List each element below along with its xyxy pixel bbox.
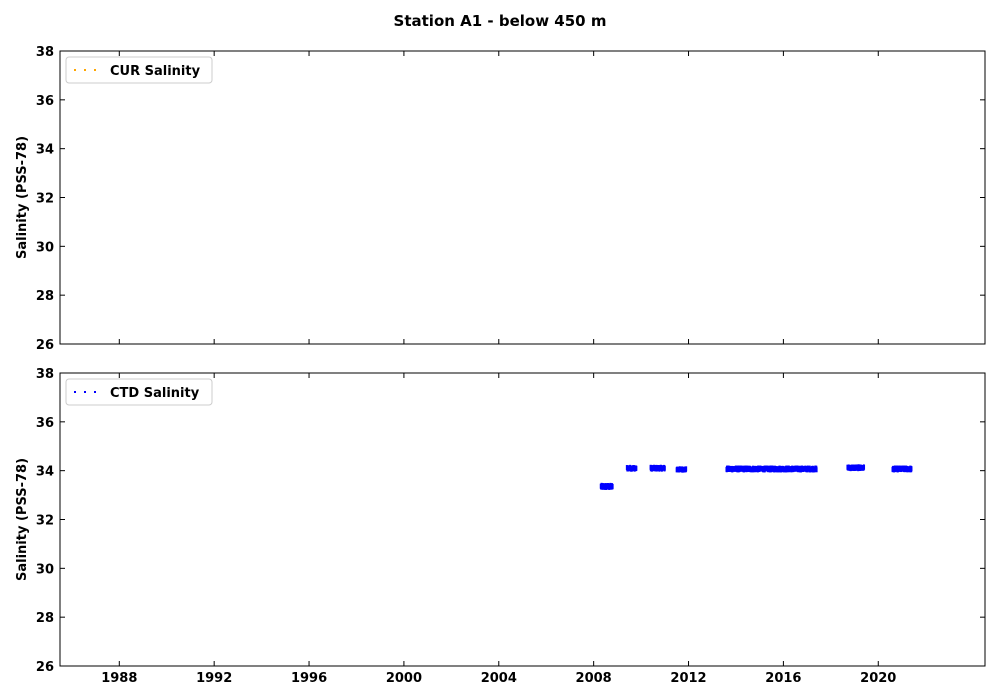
legend: CTD Salinity	[65, 378, 213, 406]
y-axis-label: Salinity (PSS-78)	[15, 458, 30, 581]
data-point	[910, 466, 913, 472]
data-point	[685, 466, 688, 472]
y-tick-label: 34	[36, 143, 54, 158]
data-segment	[599, 482, 614, 490]
data-point	[815, 467, 818, 473]
y-tick-label: 36	[36, 416, 54, 431]
legend-marker	[84, 69, 86, 71]
figure-title: Station A1 - below 450 m	[394, 12, 607, 30]
legend-marker	[94, 391, 96, 393]
data-segment	[675, 466, 688, 473]
y-tick-label: 32	[36, 514, 54, 529]
x-tick-label: 2008	[576, 671, 612, 686]
data-segment	[846, 464, 866, 472]
legend: CUR Salinity	[65, 56, 213, 84]
x-tick-label: 1992	[196, 671, 232, 686]
legend-marker	[94, 69, 96, 71]
x-tick-label: 2000	[386, 671, 422, 686]
legend-box	[65, 56, 213, 84]
y-tick-label: 28	[36, 611, 54, 626]
legend-marker	[74, 391, 76, 393]
y-tick-label: 38	[36, 367, 54, 382]
x-tick-label: 2020	[860, 671, 896, 686]
x-tick-label: 1988	[101, 671, 137, 686]
y-tick-label: 26	[36, 338, 54, 353]
legend-label: CTD Salinity	[110, 386, 200, 401]
x-tick-label: 2004	[481, 671, 517, 686]
y-tick-label: 34	[36, 465, 54, 480]
data-segment	[725, 465, 818, 473]
y-tick-label: 30	[36, 240, 54, 255]
data-segment	[891, 465, 913, 473]
data-point	[611, 483, 614, 489]
series-ctd-salinity	[599, 464, 913, 490]
y-tick-label: 26	[36, 660, 54, 675]
y-tick-label: 28	[36, 289, 54, 304]
data-segment	[649, 464, 666, 472]
panel-top: 26 28 30 32 34 36 38 Salinity (PSS-78) CUR Salin…	[15, 45, 986, 353]
data-point	[663, 465, 666, 471]
y-axis-label: Salinity (PSS-78)	[15, 136, 30, 259]
y-tick-label: 38	[36, 45, 54, 60]
legend-box	[65, 378, 213, 406]
x-tick-label: 2012	[670, 671, 706, 686]
y-tick-label: 30	[36, 562, 54, 577]
data-point	[863, 464, 866, 470]
panels: 26 28 30 32 34 36 38 Salinity (PSS-78) CUR Salin…	[15, 45, 986, 686]
legend-marker	[74, 69, 76, 71]
panel-bottom: 26 28 30 32 34 36 38 1988 1992 1996 2000 2004 2008 20…	[15, 367, 986, 686]
data-point	[635, 465, 638, 471]
plot-frame	[59, 372, 986, 667]
y-tick-label: 32	[36, 192, 54, 207]
x-tick-label: 1996	[291, 671, 327, 686]
x-tick-label: 2016	[765, 671, 801, 686]
data-segment	[625, 464, 638, 472]
plot-frame	[59, 50, 986, 345]
y-tick-label: 36	[36, 94, 54, 109]
legend-marker	[84, 391, 86, 393]
legend-label: CUR Salinity	[110, 64, 201, 79]
